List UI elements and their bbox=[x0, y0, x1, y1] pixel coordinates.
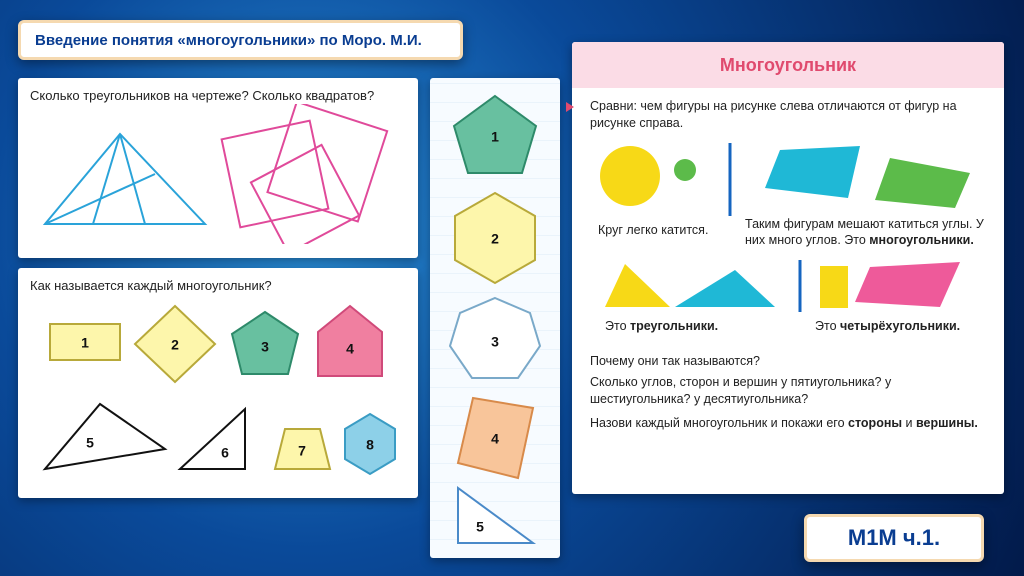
q1: Почему они так называются? bbox=[590, 353, 988, 370]
title-text: Введение понятия «многоугольники» по Мор… bbox=[35, 32, 422, 49]
svg-text:Это четырёхугольники.: Это четырёхугольники. bbox=[815, 319, 960, 333]
svg-text:7: 7 bbox=[298, 443, 306, 459]
strip-figure: 1 2 3 4 5 bbox=[438, 88, 552, 548]
svg-text:2: 2 bbox=[491, 231, 499, 247]
svg-text:6: 6 bbox=[221, 445, 229, 461]
svg-text:1: 1 bbox=[491, 129, 499, 145]
card2-question: Как называется каждый многоугольник? bbox=[30, 278, 406, 294]
card-name-polygons: Как называется каждый многоугольник? 1 2… bbox=[18, 268, 418, 498]
svg-text:3: 3 bbox=[261, 339, 269, 355]
svg-text:Круг легко катится.: Круг легко катится. bbox=[598, 223, 708, 237]
svg-text:4: 4 bbox=[491, 431, 499, 447]
strip-tri: 5 bbox=[458, 488, 533, 543]
strip-hexagon: 2 bbox=[455, 193, 535, 283]
strip-quad: 4 bbox=[458, 398, 533, 478]
shape-8: 8 bbox=[345, 414, 395, 474]
footer-text: М1М ч.1. bbox=[848, 525, 940, 551]
compare-text: Сравни: чем фигуры на рисунке слева отли… bbox=[590, 98, 988, 132]
card1-question: Сколько треугольников на чертеже? Скольк… bbox=[30, 88, 406, 104]
card1-figure bbox=[30, 104, 406, 244]
shape-6: 6 bbox=[180, 409, 245, 469]
shape-7: 7 bbox=[275, 429, 330, 469]
card3-body: Сравни: чем фигуры на рисунке слева отли… bbox=[572, 88, 1004, 440]
card3-header: Многоугольник bbox=[572, 42, 1004, 88]
card-polygon-textbook: Многоугольник Сравни: чем фигуры на рису… bbox=[572, 42, 1004, 494]
title-panel: Введение понятия «многоугольники» по Мор… bbox=[18, 20, 463, 60]
q3: Назови каждый многоугольник и покажи его… bbox=[590, 415, 988, 432]
strip-pentagon: 1 bbox=[454, 96, 536, 173]
svg-text:5: 5 bbox=[86, 435, 94, 451]
svg-text:1: 1 bbox=[81, 335, 89, 351]
card-triangles-squares: Сколько треугольников на чертеже? Скольк… bbox=[18, 78, 418, 258]
svg-text:4: 4 bbox=[346, 341, 354, 357]
card3-title: Многоугольник bbox=[720, 55, 856, 76]
q2: Сколько углов, сторон и вершин у пятиуго… bbox=[590, 374, 988, 408]
svg-text:8: 8 bbox=[366, 437, 374, 453]
compare-figure: Круг легко катится. Таким фигурам мешают… bbox=[590, 138, 988, 248]
svg-text:Это треугольники.: Это треугольники. bbox=[605, 319, 718, 333]
tri-quad-figure: Это треугольники. Это четырёхугольники. bbox=[590, 252, 988, 347]
svg-text:5: 5 bbox=[476, 519, 484, 535]
strip-heptagon: 3 bbox=[450, 298, 540, 378]
pointer-icon bbox=[566, 102, 574, 112]
footer-panel: М1М ч.1. bbox=[804, 514, 984, 562]
shape-3: 3 bbox=[232, 312, 298, 374]
svg-text:3: 3 bbox=[491, 334, 499, 350]
shape-4: 4 bbox=[318, 306, 382, 376]
svg-text:2: 2 bbox=[171, 337, 179, 353]
shape-5: 5 bbox=[45, 404, 165, 469]
shape-1: 1 bbox=[50, 324, 120, 360]
card2-figure: 1 2 3 4 5 6 7 8 bbox=[30, 294, 406, 484]
polygon-strip: 1 2 3 4 5 bbox=[430, 78, 560, 558]
shape-2: 2 bbox=[135, 306, 215, 382]
